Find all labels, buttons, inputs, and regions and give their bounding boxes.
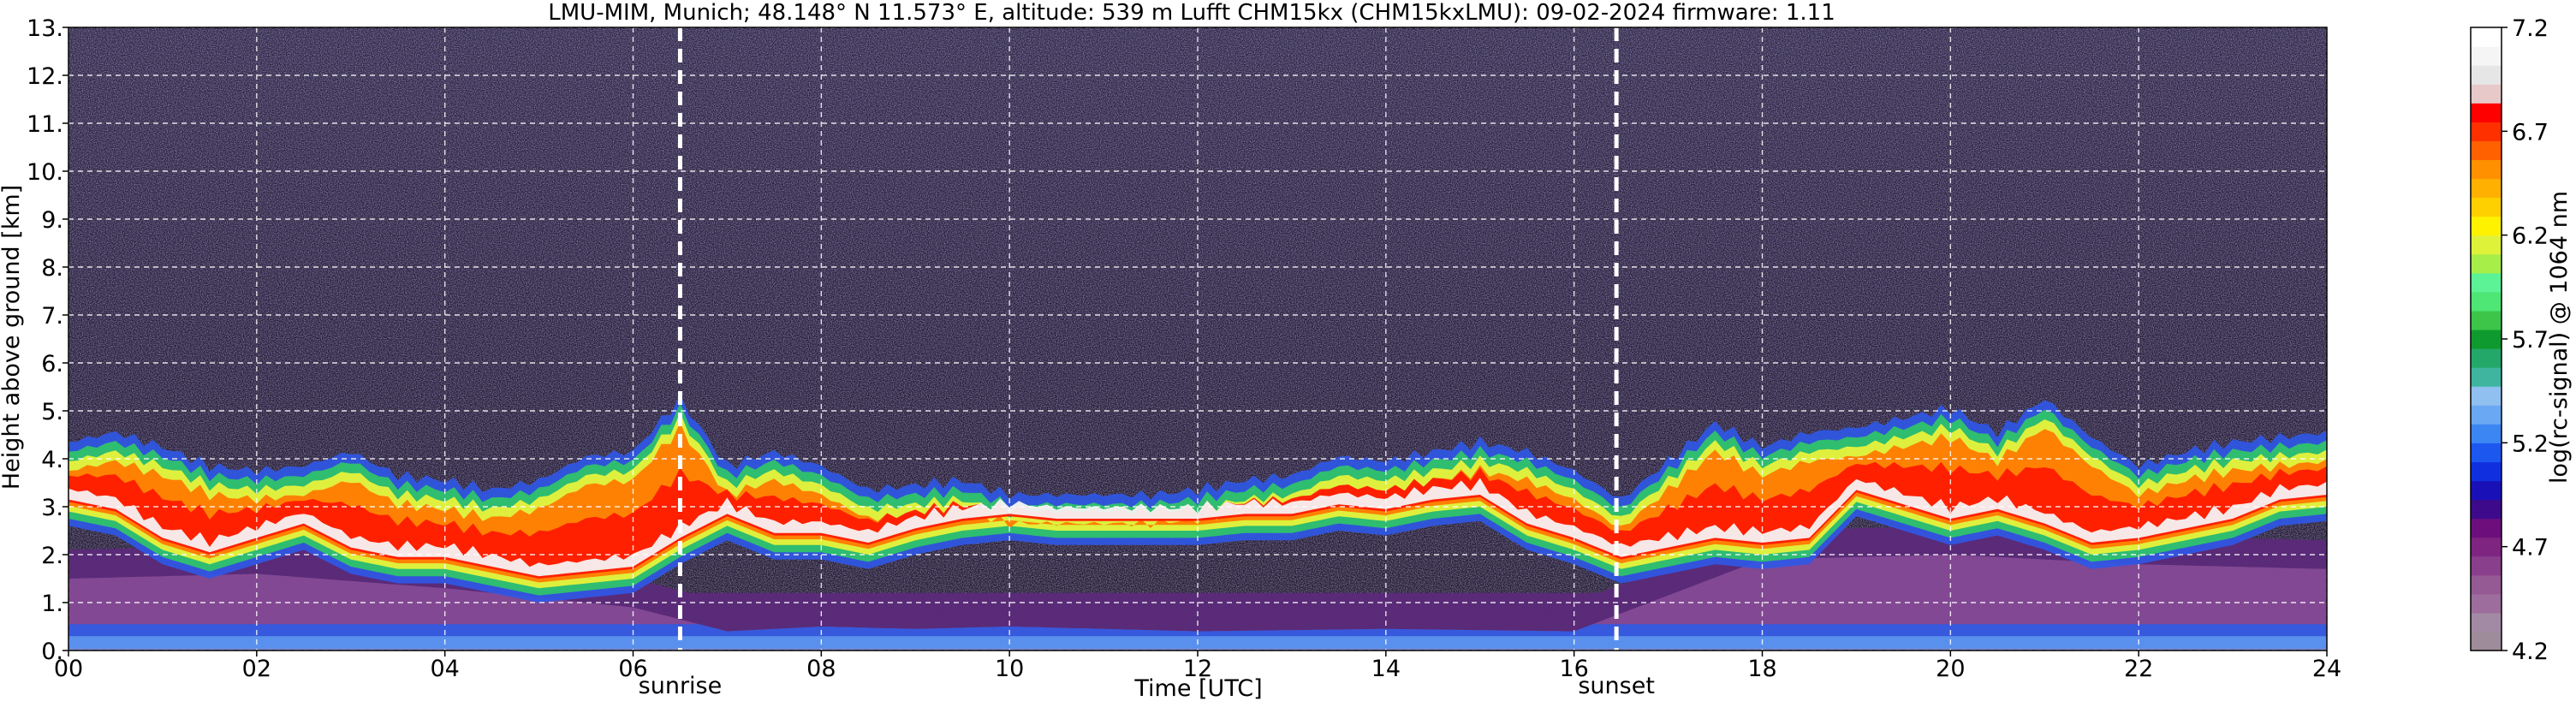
- colorbar-segment: [2471, 556, 2502, 576]
- sunset-label: sunset: [1578, 673, 1655, 699]
- x-tick-label: 02: [242, 656, 271, 682]
- y-axis-label: Height above ground [km]: [0, 185, 25, 490]
- colorbar-segment: [2471, 253, 2502, 274]
- colorbar-segment: [2471, 405, 2502, 425]
- y-axis-ticks: 0. 1. 2. 3. 4. 5. 6. 7. 8. 9. 10. 11. 12. 13.: [27, 15, 68, 665]
- y-tick-label: 3.: [41, 495, 63, 521]
- colorbar-segment: [2471, 461, 2502, 482]
- x-tick-label: 24: [2312, 656, 2341, 682]
- x-tick-label: 20: [1936, 656, 1965, 682]
- colorbar-tick-label: 6.2: [2512, 223, 2549, 250]
- y-tick-label: 13.: [27, 15, 63, 42]
- colorbar-segment: [2471, 272, 2502, 293]
- x-tick-label: 14: [1371, 656, 1401, 682]
- colorbar-tick-label: 5.7: [2512, 327, 2549, 354]
- colorbar-segment: [2471, 386, 2502, 406]
- colorbar-segment: [2471, 593, 2502, 614]
- colorbar-label: log(rc-signal) @ 1064 nm: [2546, 191, 2573, 484]
- colorbar-segment: [2471, 499, 2502, 520]
- y-tick-label: 7.: [41, 303, 63, 330]
- y-tick-label: 12.: [27, 63, 63, 90]
- y-tick-label: 5.: [41, 399, 63, 425]
- colorbar-segment: [2471, 122, 2502, 141]
- colorbar-ticks: 4.2 4.7 5.2 5.7 6.2 6.7 7.2: [2502, 15, 2549, 665]
- x-tick-label: 06: [618, 656, 647, 682]
- x-tick-label: 04: [430, 656, 459, 682]
- colorbar-tick-label: 4.7: [2512, 535, 2549, 561]
- colorbar-segment: [2471, 159, 2502, 180]
- colorbar-segment: [2471, 480, 2502, 501]
- x-tick-label: 22: [2124, 656, 2153, 682]
- x-tick-label: 18: [1747, 656, 1776, 682]
- colorbar-segment: [2471, 65, 2502, 85]
- colorbar-segment: [2471, 46, 2502, 66]
- colorbar-segment: [2471, 178, 2502, 199]
- y-tick-label: 8.: [41, 255, 63, 282]
- x-tick-label: 12: [1183, 656, 1212, 682]
- colorbar: [2470, 27, 2502, 651]
- y-tick-label: 10.: [27, 159, 63, 186]
- y-tick-label: 9.: [41, 207, 63, 234]
- chart-title: LMU-MIM, Munich; 48.148° N 11.573° E, al…: [548, 0, 1835, 26]
- colorbar-segment: [2471, 84, 2502, 104]
- colorbar-segment: [2471, 518, 2502, 538]
- colorbar-tick-label: 5.2: [2512, 431, 2549, 457]
- x-tick-label: 16: [1559, 656, 1588, 682]
- colorbar-segment: [2471, 291, 2502, 312]
- x-axis-ticks: 00 02 04 06 08 10 12 14 16 18 20 22 24: [54, 651, 2341, 682]
- colorbar-tick-label: 4.2: [2512, 639, 2549, 665]
- colorbar-segment: [2471, 310, 2502, 330]
- colorbar-segment: [2471, 631, 2502, 651]
- colorbar-segment: [2471, 27, 2502, 47]
- colorbar-segment: [2471, 197, 2502, 217]
- x-axis-label: Time [UTC]: [1133, 675, 1262, 702]
- colorbar-segment: [2471, 612, 2502, 633]
- colorbar-segment: [2471, 443, 2502, 462]
- colorbar-segment: [2471, 216, 2502, 236]
- y-tick-label: 6.: [41, 351, 63, 377]
- gridlines: [68, 27, 2327, 651]
- colorbar-segment: [2471, 537, 2502, 557]
- sun-event-labels: sunrise sunset: [639, 673, 1655, 699]
- colorbar-segment: [2471, 424, 2502, 443]
- y-tick-label: 11.: [27, 111, 63, 138]
- colorbar-tick-label: 7.2: [2512, 15, 2549, 42]
- y-tick-label: 4.: [41, 447, 63, 473]
- x-tick-label: 10: [995, 656, 1024, 682]
- colorbar-segment: [2471, 367, 2502, 387]
- y-tick-label: 1.: [41, 591, 63, 617]
- colorbar-segment: [2471, 140, 2502, 161]
- colorbar-segment: [2471, 329, 2502, 349]
- sun-event-lines: [677, 27, 1619, 651]
- y-tick-label: 0.: [41, 639, 63, 665]
- plot-area: [68, 27, 2327, 651]
- y-tick-label: 2.: [41, 543, 63, 569]
- colorbar-segment: [2471, 103, 2502, 122]
- sunrise-label: sunrise: [639, 673, 723, 699]
- colorbar-segment: [2471, 574, 2502, 595]
- x-tick-label: 08: [806, 656, 836, 682]
- colorbar-segment: [2471, 348, 2502, 368]
- x-tick-label: 00: [54, 656, 83, 682]
- colorbar-tick-label: 6.7: [2512, 119, 2549, 146]
- colorbar-segment: [2471, 235, 2502, 255]
